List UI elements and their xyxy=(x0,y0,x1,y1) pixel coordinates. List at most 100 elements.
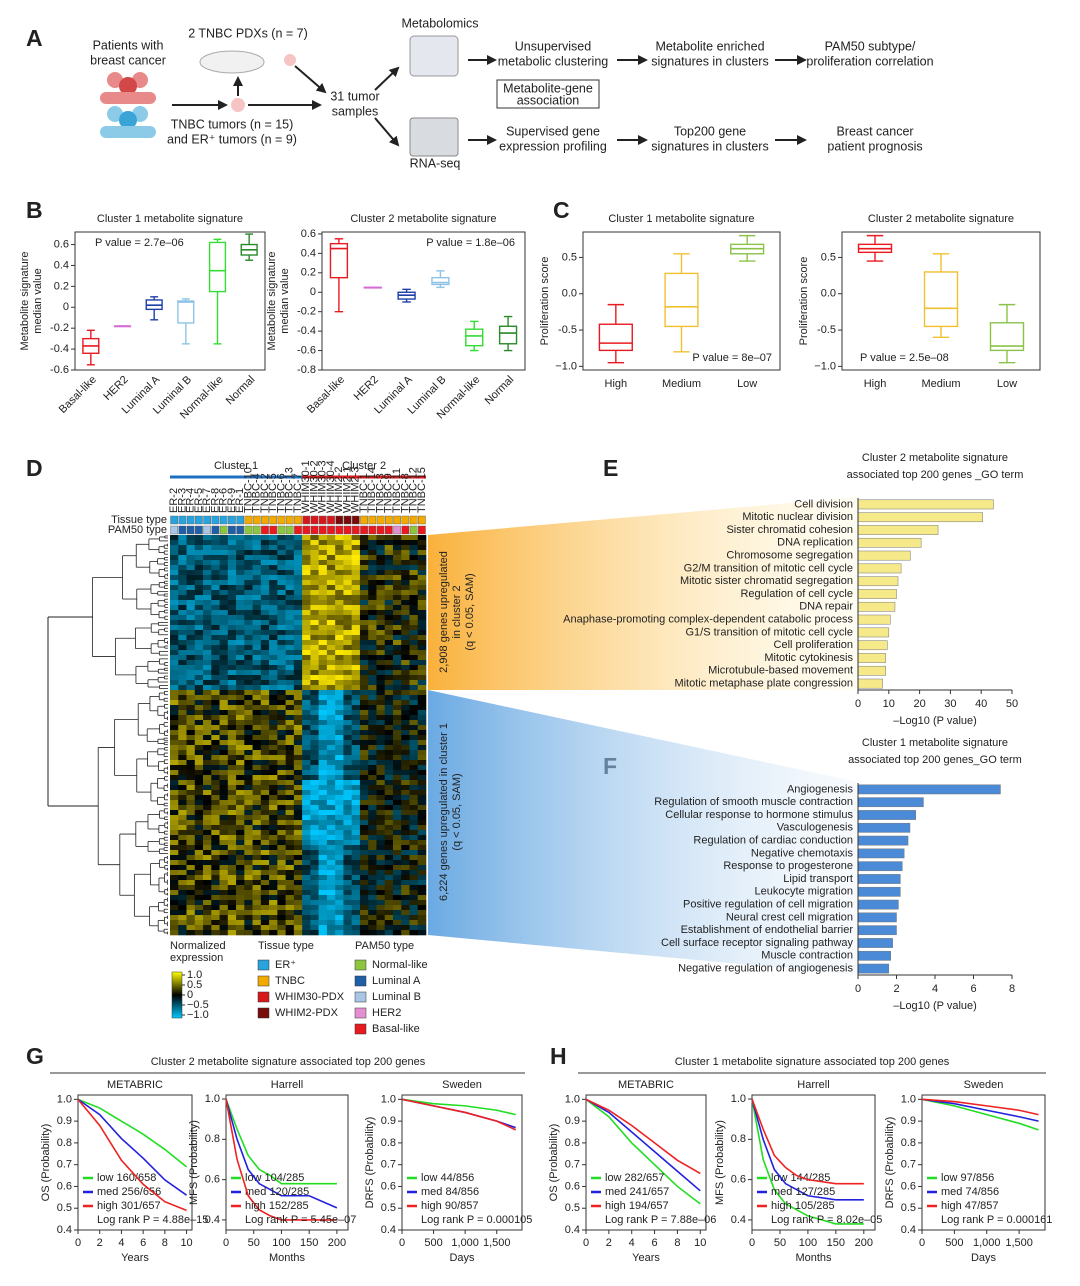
heatmap-cell xyxy=(186,700,196,706)
heatmap-cell xyxy=(269,565,278,571)
survival-curve xyxy=(751,1098,864,1201)
heatmap-cell xyxy=(302,595,311,601)
heatmap-cell xyxy=(277,670,286,676)
heatmap-cell xyxy=(244,805,253,811)
heatmap-cell xyxy=(194,605,204,611)
heatmap-cell xyxy=(269,885,278,891)
heatmap-cell xyxy=(194,910,204,916)
heatmap-cell xyxy=(310,810,319,816)
heatmap-cell xyxy=(368,765,377,771)
x-axis-label: Months xyxy=(269,1252,306,1264)
heatmap-cell xyxy=(302,650,311,656)
heatmap-cell xyxy=(310,820,319,826)
tissue-cell xyxy=(178,515,187,525)
heatmap-cell xyxy=(178,660,187,666)
heatmap-cell xyxy=(211,545,220,551)
heatmap-cell xyxy=(244,535,253,541)
heatmap-cell xyxy=(392,890,402,896)
heatmap-cell xyxy=(203,665,212,671)
heatmap-cell xyxy=(310,725,319,731)
heatmap-cell xyxy=(351,550,361,556)
pam50-cell xyxy=(409,525,418,535)
heatmap-cell xyxy=(417,800,427,806)
heatmap-cell xyxy=(409,930,419,936)
heatmap-cell xyxy=(351,590,361,596)
heatmap-cell xyxy=(384,780,394,786)
heatmap-cell xyxy=(351,620,361,626)
heatmap-cell xyxy=(260,860,270,866)
heatmap-cell xyxy=(170,615,179,621)
heatmap-cell xyxy=(326,865,336,871)
heatmap-cell xyxy=(392,595,402,601)
heatmap-cell xyxy=(343,610,352,616)
heatmap-cell xyxy=(244,655,253,661)
heatmap-cell xyxy=(252,550,262,556)
heatmap-cell xyxy=(194,680,204,686)
heatmap-cell xyxy=(326,695,336,701)
heatmap-cell xyxy=(277,590,286,596)
heatmap-cell xyxy=(401,925,410,931)
heatmap-cell xyxy=(302,805,311,811)
heatmap-cell xyxy=(335,730,344,736)
heatmap-cell xyxy=(302,790,311,796)
heatmap-cell xyxy=(335,735,344,741)
heatmap-cell xyxy=(244,905,253,911)
heatmap-cell xyxy=(227,635,237,641)
heatmap-cell xyxy=(219,800,229,806)
heatmap-cell xyxy=(318,770,328,776)
heatmap-cell xyxy=(310,895,319,901)
heatmap-cell xyxy=(194,785,204,791)
heatmap-cell xyxy=(409,730,419,736)
heatmap-cell xyxy=(244,710,253,716)
pam50-cell xyxy=(244,525,253,535)
heatmap-cell xyxy=(186,815,196,821)
heatmap-cell xyxy=(285,830,295,836)
heatmap-cell xyxy=(203,540,212,546)
heatmap-cell xyxy=(244,765,253,771)
heatmap-cell xyxy=(227,610,237,616)
heatmap-cell xyxy=(310,625,319,631)
heatmap-cell xyxy=(409,890,419,896)
heatmap-cell xyxy=(384,590,394,596)
heatmap-cell xyxy=(302,560,311,566)
heatmap-cell xyxy=(269,675,278,681)
heatmap-cell xyxy=(194,860,204,866)
diagram-text: Unsupervised xyxy=(515,39,591,53)
heatmap-cell xyxy=(277,840,286,846)
heatmap-cell xyxy=(343,555,352,561)
heatmap-cell xyxy=(269,905,278,911)
heatmap-cell xyxy=(219,930,229,936)
heatmap-cell xyxy=(335,780,344,786)
heatmap-cell xyxy=(384,595,394,601)
heatmap-cell xyxy=(170,605,179,611)
x-axis-label: –Log10 (P value) xyxy=(893,715,977,727)
heatmap-cell xyxy=(277,805,286,811)
heatmap-cell xyxy=(194,920,204,926)
heatmap-cell xyxy=(227,835,237,841)
heatmap-cell xyxy=(227,575,237,581)
heatmap-cell xyxy=(170,910,179,916)
heatmap-cell xyxy=(409,765,419,771)
heatmap-cell xyxy=(343,735,352,741)
heatmap-cell xyxy=(252,575,262,581)
heatmap-cell xyxy=(318,850,328,856)
heatmap-cell xyxy=(186,640,196,646)
heatmap-cell xyxy=(252,895,262,901)
chart-title: Harrell xyxy=(271,1079,303,1091)
heatmap-cell xyxy=(293,750,303,756)
heatmap-cell xyxy=(285,595,295,601)
heatmap-cell xyxy=(417,545,427,551)
heatmap-cell xyxy=(269,590,278,596)
heatmap-cell xyxy=(293,725,303,731)
heatmap-cell xyxy=(401,550,410,556)
heatmap-cell xyxy=(269,890,278,896)
heatmap-cell xyxy=(260,910,270,916)
x-tick-label: 1,000 xyxy=(451,1237,479,1249)
heatmap-cell xyxy=(392,680,402,686)
heatmap-cell xyxy=(417,655,427,661)
heatmap-cell xyxy=(376,905,386,911)
heatmap-cell xyxy=(211,715,220,721)
heatmap-cell xyxy=(302,850,311,856)
heatmap-cell xyxy=(392,560,402,566)
